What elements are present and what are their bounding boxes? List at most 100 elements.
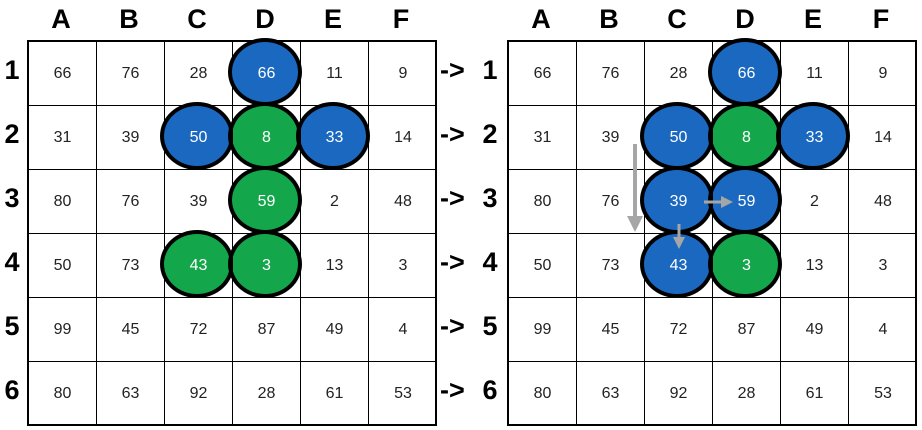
cell-d6-before: 28 [233, 362, 301, 426]
cell-e3-before: 2 [301, 170, 369, 234]
cell-value: 45 [601, 320, 620, 338]
cell-c6-before: 92 [165, 362, 233, 426]
cell-f5-after: 4 [849, 298, 917, 362]
cell-value: 31 [53, 128, 72, 146]
cell-value: 50 [533, 256, 552, 274]
cell-e2-after: 33 [781, 106, 849, 170]
column-header-e-after: E [803, 4, 822, 34]
cell-value: 3 [878, 256, 888, 274]
row-prefix-arrow-2: -> [440, 119, 465, 149]
cell-value: 14 [874, 128, 892, 146]
cell-b4-after: 73 [577, 234, 645, 298]
cell-a4-after: 50 [509, 234, 577, 298]
column-header-d-after: D [735, 4, 755, 34]
cell-value: 76 [121, 192, 140, 210]
cell-value: 80 [533, 385, 552, 402]
cell-b1-before: 76 [97, 42, 165, 106]
cell-value: 39 [669, 192, 688, 210]
column-header-e-before: E [323, 4, 342, 34]
cell-value: 66 [533, 64, 552, 82]
cell-c6-after: 92 [645, 362, 713, 426]
cell-value: 2 [810, 192, 819, 210]
row-header-4-after: 4 [482, 247, 498, 277]
cell-d3-before: 59 [233, 170, 301, 234]
row-header-5-before: 5 [4, 311, 20, 341]
cell-value: 9 [398, 64, 408, 82]
column-header-c-before: C [187, 4, 207, 34]
cell-e2-before: 33 [301, 106, 369, 170]
cell-value: 63 [121, 385, 140, 402]
cell-c2-after: 50 [645, 106, 713, 170]
cell-value: 2 [330, 192, 339, 210]
cell-a1-after: 66 [509, 42, 577, 106]
cell-value: 28 [189, 64, 208, 82]
cell-value: 59 [737, 192, 756, 210]
cell-c3-before: 39 [165, 170, 233, 234]
cell-value: 53 [394, 385, 412, 402]
cell-c4-before: 43 [165, 234, 233, 298]
cell-e4-before: 13 [301, 234, 369, 298]
column-header-d-before: D [255, 4, 275, 34]
cell-value: 61 [325, 385, 344, 402]
cell-value: 76 [121, 64, 140, 82]
cell-value: 72 [669, 320, 688, 338]
cell-value: 4 [878, 320, 888, 338]
cell-a4-before: 50 [29, 234, 97, 298]
cell-value: 39 [601, 128, 620, 146]
cell-f1-before: 9 [369, 42, 437, 106]
cell-d6-after: 28 [713, 362, 781, 426]
cell-value: 11 [326, 64, 343, 82]
cell-value: 66 [257, 64, 276, 82]
row-prefix-arrow-3: -> [440, 183, 465, 213]
cell-f1-after: 9 [849, 42, 917, 106]
cell-f3-after: 48 [849, 170, 917, 234]
cell-f3-before: 48 [369, 170, 437, 234]
cell-value: 59 [257, 192, 276, 210]
cell-e3-after: 2 [781, 170, 849, 234]
row-header-3-before: 3 [4, 183, 20, 213]
cell-value: 33 [325, 128, 344, 146]
cell-e6-before: 61 [301, 362, 369, 426]
cell-value: 72 [189, 320, 208, 338]
cell-b5-before: 45 [97, 298, 165, 362]
cell-value: 13 [805, 256, 824, 274]
cell-value: 4 [398, 320, 408, 338]
cell-f4-before: 3 [369, 234, 437, 298]
cell-f4-after: 3 [849, 234, 917, 298]
cell-f2-after: 14 [849, 106, 917, 170]
row-prefix-arrow-4: -> [440, 247, 465, 277]
cell-a2-before: 31 [29, 106, 97, 170]
row-header-3-after: 3 [482, 183, 498, 213]
cell-c1-after: 28 [645, 42, 713, 106]
row-header-2-after: 2 [482, 119, 498, 149]
cell-value: 73 [601, 256, 620, 274]
cell-value: 92 [669, 385, 688, 402]
row-header-1-before: 1 [4, 55, 20, 85]
cell-e5-before: 49 [301, 298, 369, 362]
cell-a2-after: 31 [509, 106, 577, 170]
cell-value: 45 [121, 320, 140, 338]
cell-value: 31 [533, 128, 552, 146]
cell-value: 43 [189, 256, 208, 274]
green-circle-d3-before [228, 166, 302, 234]
cell-d2-before: 8 [233, 106, 301, 170]
cell-value: 13 [325, 256, 344, 274]
row-header-1-after: 1 [482, 55, 498, 85]
cell-a1-before: 66 [29, 42, 97, 106]
cell-value: 73 [121, 256, 140, 274]
cell-a3-after: 80 [509, 170, 577, 234]
column-header-a-before: A [51, 4, 71, 34]
column-header-f-before: F [392, 4, 410, 34]
cell-value: 3 [398, 256, 408, 274]
cell-value: 66 [737, 64, 756, 82]
cell-value: 49 [325, 320, 344, 338]
column-header-c-after: C [667, 4, 687, 34]
cell-value: 28 [669, 64, 688, 82]
cell-value: 49 [805, 320, 824, 338]
cell-value: 11 [806, 64, 823, 82]
column-header-a-after: A [531, 4, 551, 34]
cell-value: 14 [394, 128, 412, 146]
cell-b4-before: 73 [97, 234, 165, 298]
cell-value: 8 [262, 128, 271, 146]
cell-b3-before: 76 [97, 170, 165, 234]
